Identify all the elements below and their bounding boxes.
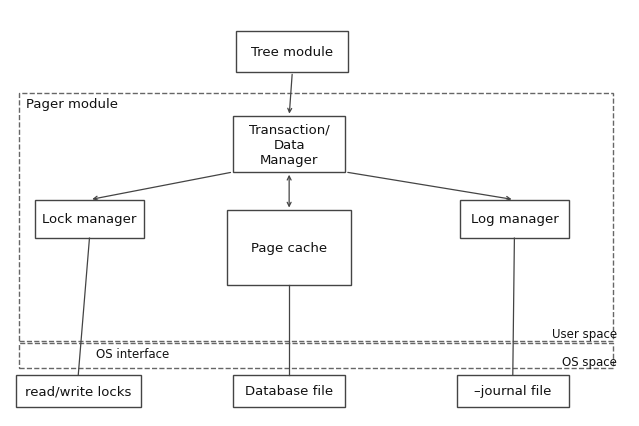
Text: OS space: OS space <box>562 355 617 368</box>
Text: Database file: Database file <box>245 384 333 397</box>
Bar <box>19 94 613 341</box>
Bar <box>16 375 141 407</box>
Bar <box>35 200 144 239</box>
Text: Transaction/
Data
Manager: Transaction/ Data Manager <box>249 124 330 166</box>
Text: read/write locks: read/write locks <box>25 384 132 397</box>
Bar <box>227 211 351 285</box>
Text: Lock manager: Lock manager <box>42 213 137 226</box>
Bar <box>233 117 345 173</box>
Text: Page cache: Page cache <box>251 242 327 255</box>
Text: Tree module: Tree module <box>251 46 334 59</box>
Text: User space: User space <box>551 327 617 340</box>
Text: –journal file: –journal file <box>474 384 551 397</box>
Text: OS interface: OS interface <box>96 347 169 360</box>
Bar <box>457 375 569 407</box>
Bar <box>236 32 348 72</box>
Bar <box>460 200 569 239</box>
Bar <box>19 343 613 368</box>
Text: Log manager: Log manager <box>470 213 558 226</box>
Text: Pager module: Pager module <box>26 98 118 111</box>
Bar <box>233 375 345 407</box>
